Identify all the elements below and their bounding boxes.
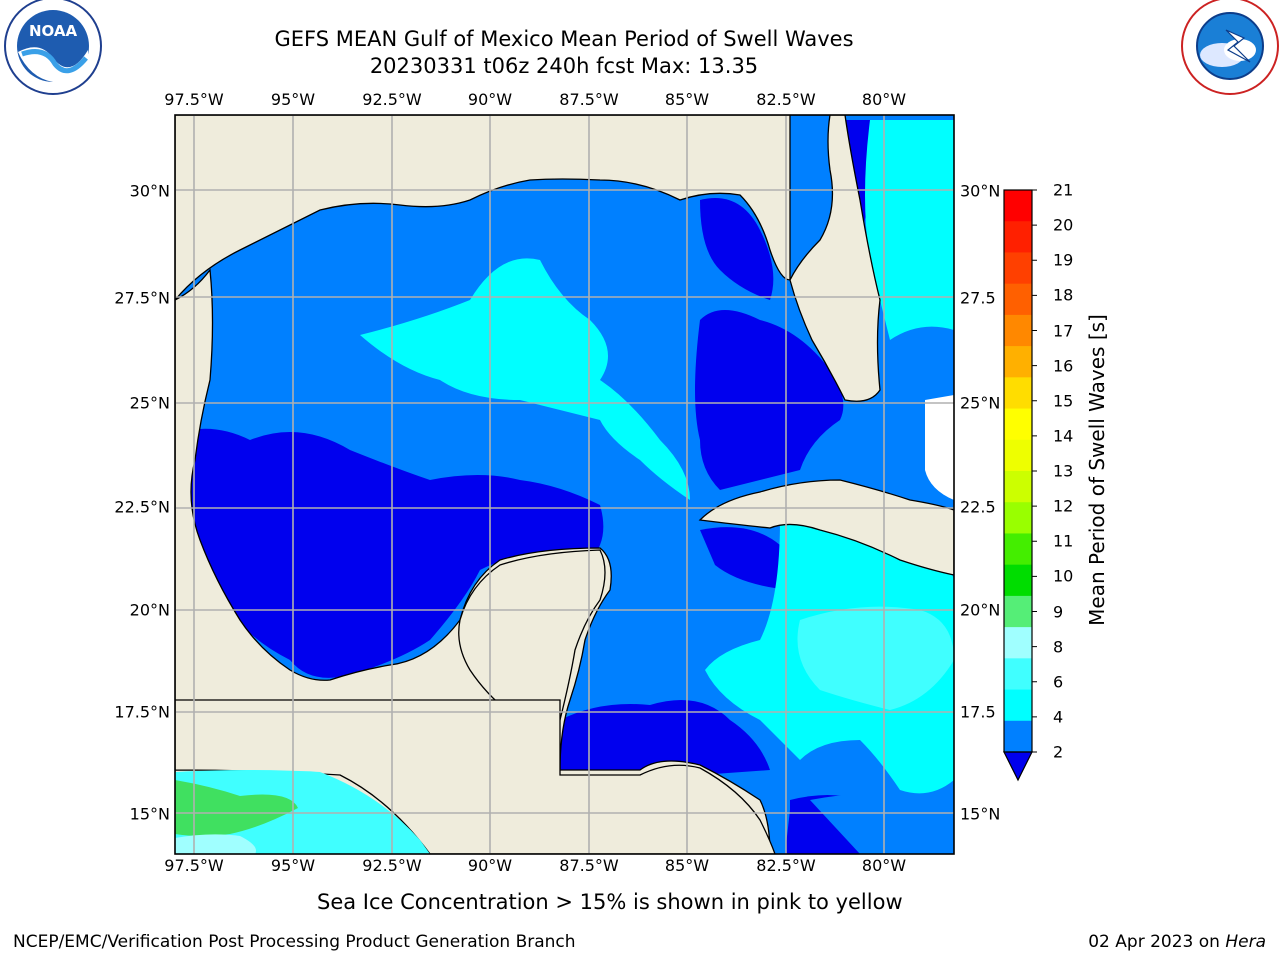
colorbar-tick-label: 14 xyxy=(1053,426,1074,446)
pacific-green xyxy=(175,780,298,836)
colorbar-segment xyxy=(1004,595,1032,628)
colorbar-title: Mean Period of Swell Waves [s] xyxy=(1085,314,1109,626)
colorbar-segment xyxy=(1004,533,1032,566)
lon-label-top: 95°W xyxy=(270,90,316,109)
lat-label-left: 15°N xyxy=(129,804,170,824)
colorbar-segment xyxy=(1004,471,1032,503)
colorbar-segment xyxy=(1004,502,1032,534)
lat-label-left: 30°N xyxy=(129,181,170,201)
colorbar-tick-label: 10 xyxy=(1053,566,1074,586)
sea-ice-note: Sea Ice Concentration > 15% is shown in … xyxy=(317,890,903,914)
lon-label-bottom: 92.5°W xyxy=(362,856,422,875)
noaa-logo: NOAA xyxy=(4,0,102,95)
lon-label-top: 92.5°W xyxy=(362,90,422,109)
lon-label-bottom: 82.5°W xyxy=(756,856,816,875)
lon-label-top: 80°W xyxy=(861,90,907,109)
colorbar-segment xyxy=(1004,377,1032,410)
footer-date-text: 02 Apr 2023 on xyxy=(1088,932,1226,952)
lon-label-bottom: 85°W xyxy=(664,856,710,875)
colorbar-segment xyxy=(1004,564,1032,597)
lat-label-right: 30°N xyxy=(960,181,1001,201)
lon-label-bottom: 87.5°W xyxy=(559,856,619,875)
contour-under-2-west xyxy=(188,428,604,678)
lon-label-top: 97.5°W xyxy=(164,90,224,109)
map-frame xyxy=(174,114,955,855)
colorbar-segment xyxy=(1004,720,1032,753)
footer-credit: NCEP/EMC/Verification Post Processing Pr… xyxy=(13,932,576,952)
lat-label-left: 25°N xyxy=(129,393,170,413)
pacific-blue xyxy=(810,794,954,854)
land-yucatan xyxy=(458,549,606,721)
colorbar-tick-label: 17 xyxy=(1053,321,1074,340)
colorbar-tick-label: 11 xyxy=(1053,531,1074,551)
colorbar-tick-label: 8 xyxy=(1053,637,1064,657)
bahamas-gap xyxy=(925,395,954,500)
colorbar-tick-label: 18 xyxy=(1053,285,1074,305)
gridlines xyxy=(175,115,954,854)
footer-date: 02 Apr 2023 on Hera xyxy=(1088,932,1266,952)
lon-label-top: 87.5°W xyxy=(559,90,619,109)
colorbar-segment xyxy=(1004,252,1032,285)
colorbar xyxy=(1003,189,1037,782)
colorbar-tick-label: 20 xyxy=(1053,215,1074,235)
colorbar-segment xyxy=(1004,408,1032,441)
lon-label-top: 85°W xyxy=(664,90,710,109)
lat-label-left: 20°N xyxy=(129,600,170,620)
lon-label-top: 82.5°W xyxy=(756,90,816,109)
colorbar-segment xyxy=(1004,221,1032,253)
contour-4-6-atlantic xyxy=(865,120,954,340)
contour-4-6-central xyxy=(360,258,690,500)
colorbar-segment xyxy=(1004,190,1032,222)
contour-under-2-south xyxy=(560,700,770,775)
contour-under-2-caribbean xyxy=(700,527,794,590)
colorbar-tick-label: 19 xyxy=(1053,250,1074,270)
colorbar-tick-label: 6 xyxy=(1053,672,1064,692)
colorbar-extend-arrow xyxy=(1003,751,1033,782)
colorbar-tick-label: 12 xyxy=(1053,496,1074,516)
lon-label-top: 90°W xyxy=(467,90,513,109)
lat-label-right: 20°N xyxy=(960,600,1001,620)
colorbar-tick-label: 21 xyxy=(1053,180,1074,200)
footer-host: Hera xyxy=(1225,932,1266,952)
colorbar-segment xyxy=(1004,346,1032,378)
land-cuba xyxy=(698,479,954,576)
colorbar-tick-label: 4 xyxy=(1053,707,1064,727)
pacific-light xyxy=(175,834,256,854)
contour-under-2-ne xyxy=(700,198,774,300)
lat-label-right: 17.5 xyxy=(960,702,996,722)
contour-6-8-caribbean xyxy=(797,606,954,710)
pacific-ocean xyxy=(175,770,430,854)
lat-label-right: 25°N xyxy=(960,393,1001,413)
colorbar-segment xyxy=(1004,627,1032,659)
colorbar-segment xyxy=(1004,439,1032,472)
colorbar-tick-label: 13 xyxy=(1053,461,1074,481)
lon-label-bottom: 90°W xyxy=(467,856,513,875)
lon-label-bottom: 95°W xyxy=(270,856,316,875)
colorbar-segment xyxy=(1004,658,1032,691)
lat-label-right: 22.5 xyxy=(960,497,996,517)
noaa-logo-text: NOAA xyxy=(29,22,78,40)
lat-label-left: 22.5°N xyxy=(114,497,170,517)
lat-label-right: 15°N xyxy=(960,804,1001,824)
colorbar-segment xyxy=(1004,689,1032,722)
lat-label-left: 17.5°N xyxy=(114,702,170,722)
lon-label-bottom: 97.5°W xyxy=(164,856,224,875)
lon-label-bottom: 80°W xyxy=(861,856,907,875)
nws-logo xyxy=(1181,0,1279,95)
map-area xyxy=(175,115,954,854)
colorbar-tick-label: 9 xyxy=(1053,602,1064,621)
colorbar-tick-label: 16 xyxy=(1053,356,1074,376)
contour-under-2-east xyxy=(695,310,844,490)
land-us-north xyxy=(175,115,881,402)
colorbar-tick-label: 2 xyxy=(1053,742,1064,762)
lat-label-right: 27.5 xyxy=(960,288,996,308)
colorbar-tick-label: 15 xyxy=(1053,391,1074,411)
map-subtitle: 20230331 t06z 240h fcst Max: 13.35 xyxy=(369,54,759,78)
colorbar-segment xyxy=(1004,283,1032,316)
lat-label-left: 27.5°N xyxy=(114,288,170,308)
map-title: GEFS MEAN Gulf of Mexico Mean Period of … xyxy=(274,27,854,51)
colorbar-segment xyxy=(1004,314,1032,347)
